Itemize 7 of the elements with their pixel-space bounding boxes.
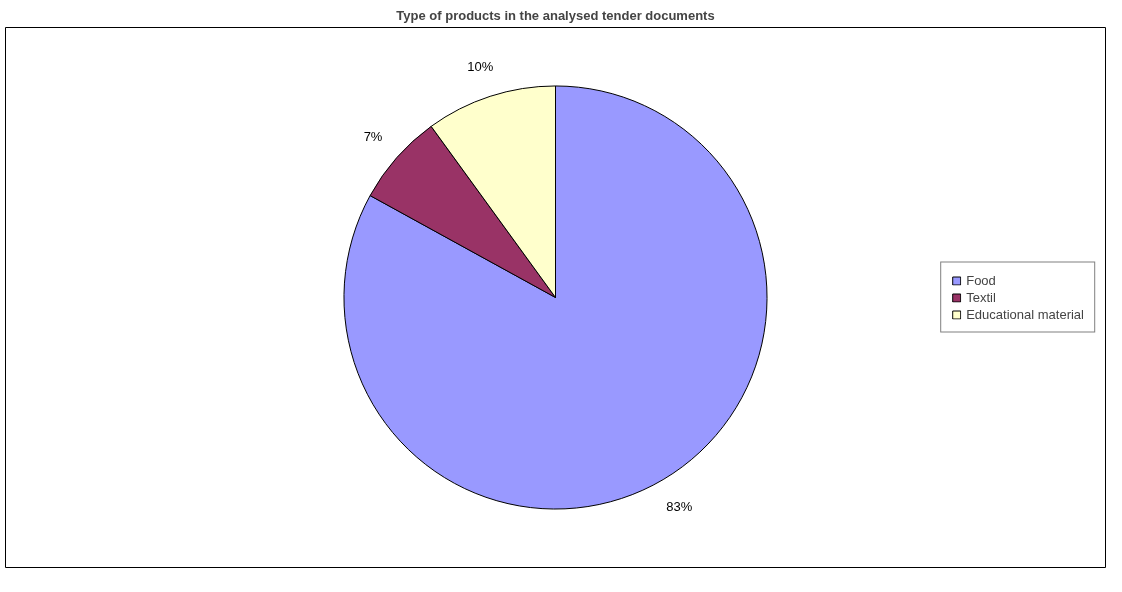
- data-label: 7%: [363, 129, 383, 145]
- data-label: 10%: [467, 58, 494, 74]
- data-label: 83%: [666, 499, 693, 515]
- legend-label: Educational material: [966, 306, 1084, 322]
- legend-label: Food: [966, 272, 996, 288]
- chart-title: Type of products in the analysed tender documents: [396, 7, 715, 23]
- legend-label: Textil: [966, 289, 996, 305]
